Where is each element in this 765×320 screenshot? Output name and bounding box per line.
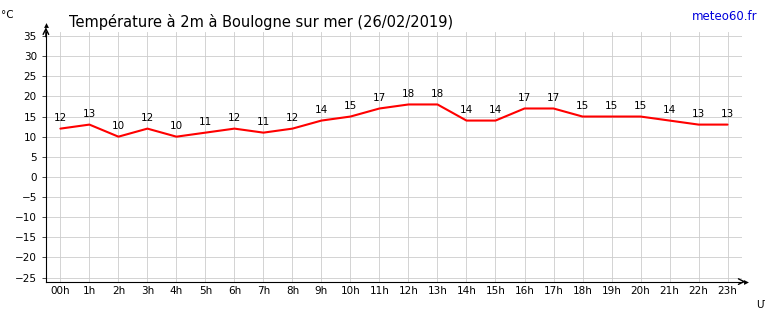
Text: 12: 12 bbox=[228, 113, 241, 123]
Text: 14: 14 bbox=[663, 105, 676, 115]
Text: 14: 14 bbox=[489, 105, 502, 115]
Text: 11: 11 bbox=[257, 117, 270, 127]
Text: 12: 12 bbox=[54, 113, 67, 123]
Text: 17: 17 bbox=[373, 93, 386, 103]
Text: UTC: UTC bbox=[757, 300, 765, 310]
Text: 11: 11 bbox=[199, 117, 212, 127]
Text: 18: 18 bbox=[431, 89, 444, 99]
Text: 12: 12 bbox=[286, 113, 299, 123]
Text: 10: 10 bbox=[112, 121, 125, 131]
Text: 12: 12 bbox=[141, 113, 154, 123]
Text: meteo60.fr: meteo60.fr bbox=[692, 10, 757, 23]
Text: 17: 17 bbox=[518, 93, 531, 103]
Text: 15: 15 bbox=[605, 101, 618, 111]
Text: °C: °C bbox=[2, 10, 14, 20]
Text: 13: 13 bbox=[692, 109, 705, 119]
Text: 17: 17 bbox=[547, 93, 560, 103]
Text: 15: 15 bbox=[576, 101, 589, 111]
Text: 15: 15 bbox=[343, 101, 357, 111]
Text: 14: 14 bbox=[315, 105, 328, 115]
Text: 14: 14 bbox=[460, 105, 473, 115]
Text: 10: 10 bbox=[170, 121, 183, 131]
Text: 13: 13 bbox=[83, 109, 96, 119]
Text: 15: 15 bbox=[634, 101, 647, 111]
Text: 13: 13 bbox=[721, 109, 734, 119]
Text: 18: 18 bbox=[402, 89, 415, 99]
Text: Température à 2m à Boulogne sur mer (26/02/2019): Température à 2m à Boulogne sur mer (26/… bbox=[69, 14, 453, 30]
